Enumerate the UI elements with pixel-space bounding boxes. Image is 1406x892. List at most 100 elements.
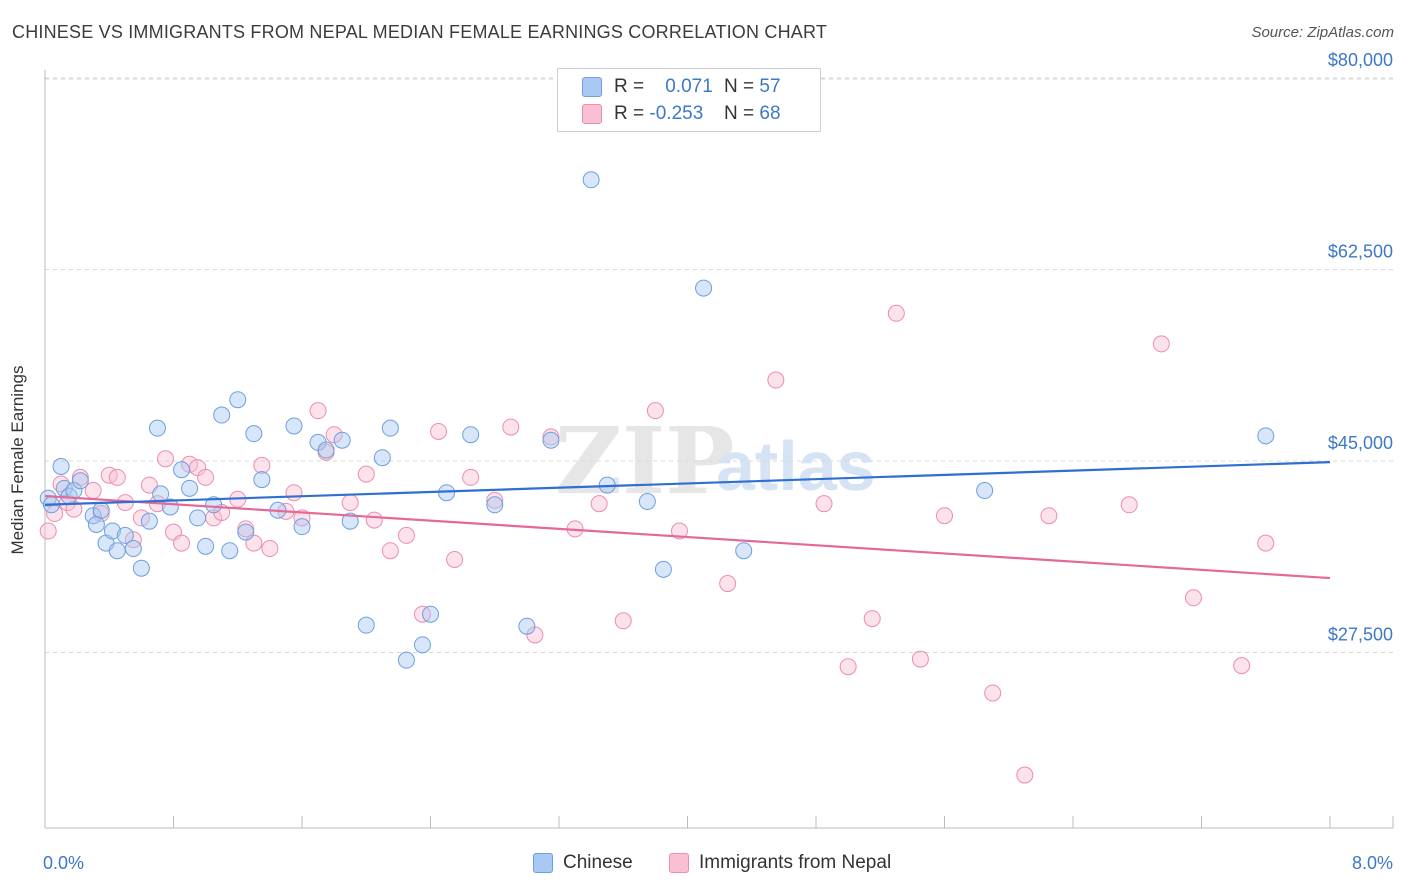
nepal-point <box>1152 335 1170 353</box>
series-swatch-chinese <box>533 853 553 873</box>
nepal-point <box>911 650 929 668</box>
chinese-point <box>103 522 121 540</box>
legend-swatch-chinese <box>582 77 602 97</box>
legend-r-value: -0.253 <box>649 103 704 124</box>
chinese-point <box>695 279 713 297</box>
nepal-point <box>341 494 359 512</box>
chinese-point <box>229 391 247 409</box>
nepal-point <box>173 534 191 552</box>
nepal-point <box>1120 496 1138 514</box>
chinese-point <box>397 651 415 669</box>
chinese-point <box>638 492 656 510</box>
nepal-point <box>590 495 608 513</box>
chinese-point <box>140 512 158 530</box>
nepal-point <box>293 509 311 527</box>
nepal-point <box>1016 766 1034 784</box>
watermark-atlas: atlas <box>716 427 876 505</box>
chinese-point <box>333 431 351 449</box>
legend-r-value: 0.071 <box>665 76 713 97</box>
nepal-point <box>285 484 303 502</box>
series-legend-label: Chinese <box>563 852 633 873</box>
nepal-point <box>65 500 83 518</box>
chinese-point <box>221 542 239 560</box>
legend-n-value: 68 <box>759 103 781 124</box>
chinese-point <box>341 512 359 530</box>
source-note: Source: ZipAtlas.com <box>1251 24 1394 41</box>
nepal-point <box>1233 657 1251 675</box>
nepal-point <box>253 456 271 474</box>
nepal-point <box>936 507 953 525</box>
chinese-point <box>92 501 110 519</box>
nepal-point <box>156 450 174 468</box>
nepal-point <box>646 402 664 420</box>
chinese-point <box>148 419 166 437</box>
nepal-point <box>839 658 857 676</box>
chart-title: CHINESE VS IMMIGRANTS FROM NEPAL MEDIAN … <box>12 22 828 42</box>
chinese-point <box>181 479 199 497</box>
nepal-point <box>984 684 1002 702</box>
nepal-point <box>365 511 383 529</box>
legend-n-value: 57 <box>759 76 781 97</box>
chinese-trend-line <box>44 460 1331 506</box>
nepal-point <box>309 402 327 420</box>
chinese-point <box>413 636 431 654</box>
chinese-point <box>462 426 480 444</box>
nepal-point <box>197 468 215 486</box>
chinese-point <box>173 461 191 479</box>
y-axis-label: Median Female Earnings <box>8 365 27 555</box>
series-legend: Chinese Immigrants from Nepal <box>0 852 1406 878</box>
chinese-point <box>1257 427 1275 445</box>
nepal-point <box>124 531 142 549</box>
legend-n-label: N = <box>724 76 755 97</box>
nepal-point <box>1040 507 1058 525</box>
chinese-point <box>237 523 255 541</box>
y-tick-label: $45,000 <box>1328 433 1393 453</box>
chinese-point <box>71 472 89 490</box>
chinese-point <box>976 482 994 500</box>
nepal-point <box>670 522 688 540</box>
nepal-point <box>397 526 415 544</box>
chinese-point <box>197 537 215 555</box>
nepal-point <box>1257 534 1275 552</box>
chinese-point <box>132 559 150 577</box>
nepal-point <box>767 371 785 389</box>
chinese-point <box>486 496 504 514</box>
y-tick-label: $27,500 <box>1328 625 1393 645</box>
nepal-point <box>863 610 881 628</box>
y-tick-label: $62,500 <box>1328 242 1393 262</box>
chinese-point <box>317 441 335 459</box>
nepal-trend-line <box>44 494 1331 580</box>
series-swatch-nepal <box>669 853 689 873</box>
chinese-point <box>542 431 560 449</box>
chinese-point <box>518 617 536 635</box>
nepal-point <box>719 575 737 593</box>
chinese-point <box>245 425 263 443</box>
chinese-point <box>422 605 439 623</box>
nepal-point <box>140 476 158 494</box>
chinese-point <box>293 518 311 536</box>
correlation-legend: R = 0.071 N = 57 R = -0.253 N = 68 <box>557 68 821 132</box>
series-legend-nepal: Immigrants from Nepal <box>669 852 891 874</box>
nepal-point <box>381 542 399 560</box>
legend-r-label: R = <box>614 103 645 124</box>
chinese-point <box>438 484 456 502</box>
legend-row-chinese: R = 0.071 N = 57 <box>582 75 781 99</box>
chinese-point <box>285 417 303 435</box>
nepal-point <box>108 468 126 486</box>
nepal-point <box>887 304 905 322</box>
chinese-point <box>116 526 134 544</box>
nepal-point <box>502 418 520 436</box>
chinese-point <box>654 560 672 578</box>
nepal-point <box>486 491 504 509</box>
chinese-point <box>189 509 207 527</box>
chinese-point <box>52 457 70 475</box>
nepal-point <box>614 612 632 630</box>
chinese-point <box>582 171 600 189</box>
nepal-point <box>462 468 480 486</box>
x-tick-label: 0.0% <box>43 853 84 873</box>
chinese-point <box>87 515 105 533</box>
chinese-point <box>108 542 126 560</box>
legend-swatch-nepal <box>582 104 602 124</box>
y-tick-label: $80,000 <box>1328 50 1393 70</box>
chinese-point <box>373 449 391 467</box>
